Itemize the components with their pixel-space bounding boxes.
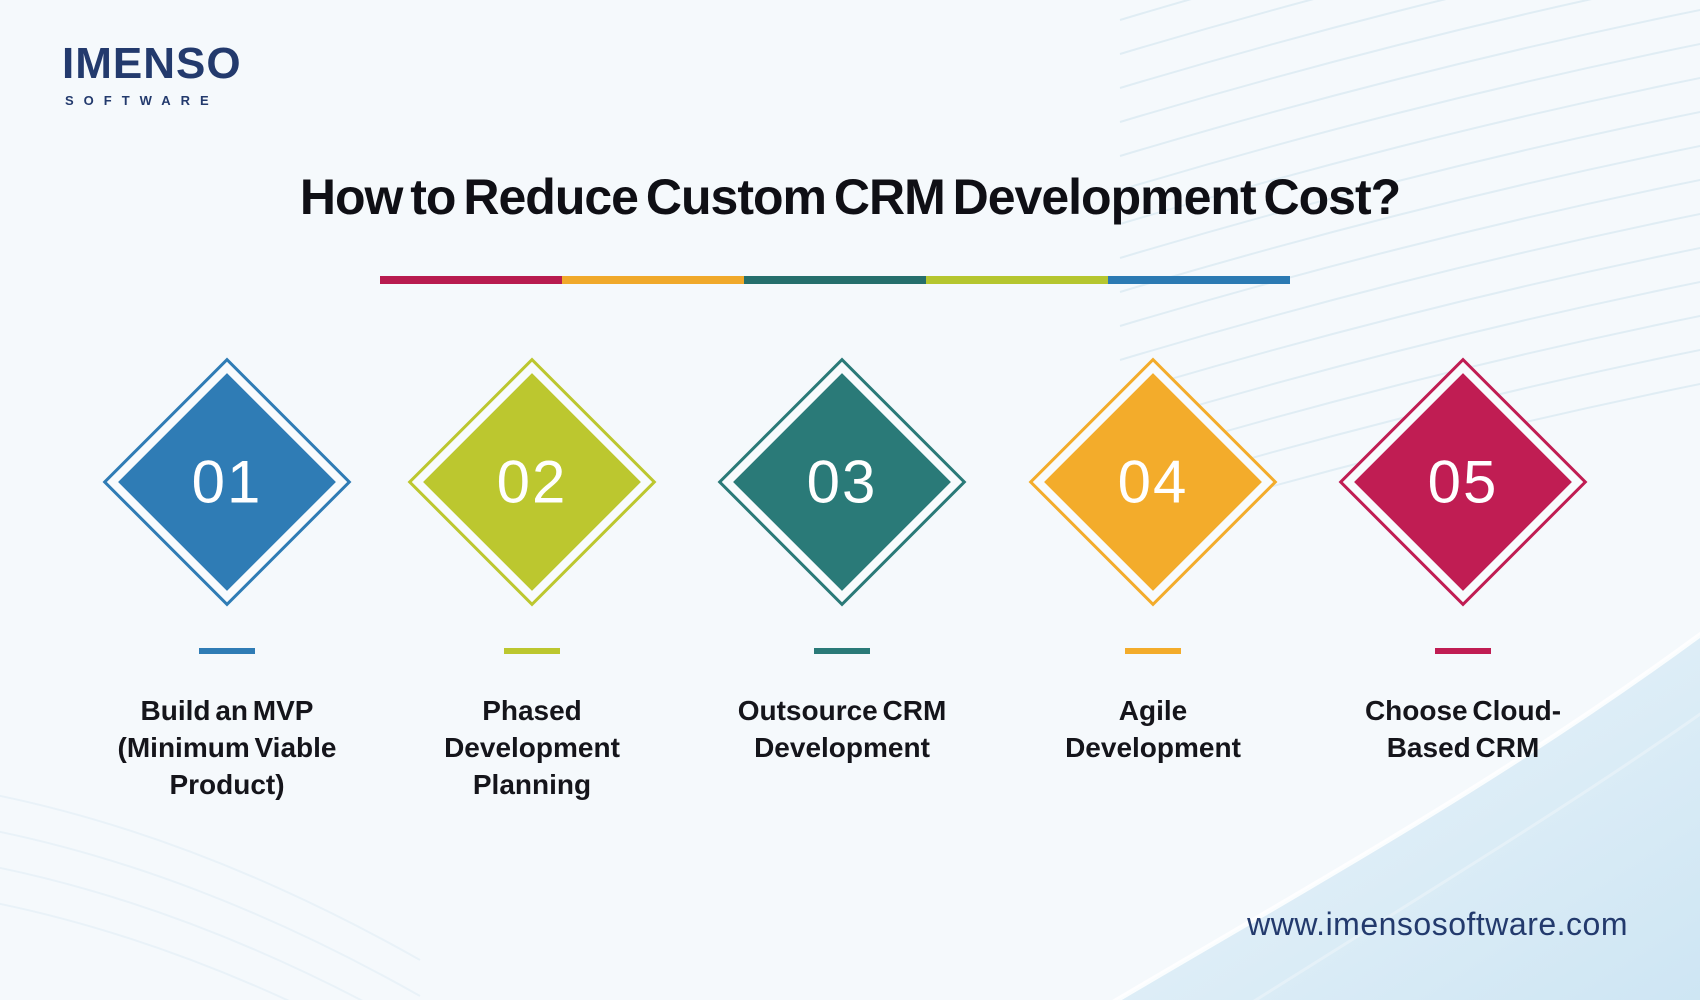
step-dash xyxy=(1125,648,1181,654)
page-title: How to Reduce Custom CRM Development Cos… xyxy=(299,169,1401,225)
divider-segment-3 xyxy=(744,276,926,284)
step-number: 03 xyxy=(806,448,878,516)
step-dash xyxy=(199,648,255,654)
step-3: 03 Outsource CRM Development xyxy=(687,0,997,1000)
corner-wedge-highlight xyxy=(1112,631,1700,1000)
logo-text: IMENSO xyxy=(62,39,242,88)
step-5: 05 Choose Cloud- Based CRM xyxy=(1308,0,1618,1000)
step-label: Outsource CRM Development xyxy=(737,695,947,763)
step-number: 05 xyxy=(1427,448,1499,516)
step-1: 01 Build an MVP (Minimum Viable Product) xyxy=(72,0,382,1000)
step-dash xyxy=(1435,648,1491,654)
wave-lines-bottom-left xyxy=(0,794,421,1000)
step-2: 02 Phased Development Planning xyxy=(377,0,687,1000)
step-number: 02 xyxy=(496,448,568,516)
step-dash xyxy=(814,648,870,654)
divider-segment-5 xyxy=(1108,276,1290,284)
logo-subtitle: SOFTWARE xyxy=(65,93,219,108)
divider-bar xyxy=(380,276,1290,284)
step-label: Phased Development Planning xyxy=(444,695,620,800)
corner-wedge-inner-line xyxy=(1253,712,1700,1000)
divider-segment-1 xyxy=(380,276,562,284)
logo: IMENSO SOFTWARE xyxy=(62,39,242,109)
divider-segment-2 xyxy=(562,276,744,284)
step-dash xyxy=(504,648,560,654)
divider-segment-4 xyxy=(926,276,1108,284)
step-label: Build an MVP (Minimum Viable Product) xyxy=(117,695,337,800)
step-label: Choose Cloud- Based CRM xyxy=(1364,695,1562,763)
step-4: 04 Agile Development xyxy=(998,0,1308,1000)
step-number: 04 xyxy=(1117,448,1189,516)
step-number: 01 xyxy=(191,448,263,516)
corner-wedge xyxy=(1116,634,1700,1000)
step-label: Agile Development xyxy=(1065,695,1241,763)
website-url: www.imensosoftware.com xyxy=(1247,906,1628,942)
